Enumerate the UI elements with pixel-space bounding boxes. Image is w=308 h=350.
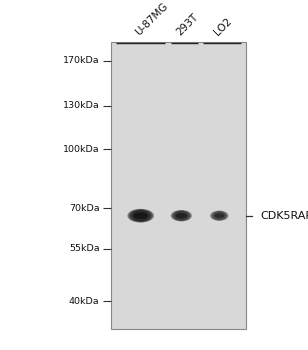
Ellipse shape [210,211,229,221]
Ellipse shape [132,210,149,221]
Ellipse shape [210,211,228,221]
Text: 70kDa: 70kDa [69,204,99,213]
Bar [111,42,246,329]
Ellipse shape [212,211,226,220]
Text: 293T: 293T [174,12,200,38]
Ellipse shape [172,210,191,221]
Ellipse shape [131,210,151,222]
Ellipse shape [173,211,190,221]
Ellipse shape [128,209,154,223]
Ellipse shape [212,211,227,220]
Ellipse shape [171,210,192,222]
Ellipse shape [211,211,227,220]
Ellipse shape [212,211,227,220]
Ellipse shape [214,214,225,218]
Ellipse shape [128,209,153,222]
Ellipse shape [172,210,190,221]
Ellipse shape [130,210,151,222]
Text: 40kDa: 40kDa [69,297,99,306]
Ellipse shape [172,210,191,221]
Ellipse shape [211,211,228,220]
Text: U-87MG: U-87MG [134,1,170,38]
Ellipse shape [213,211,226,220]
Ellipse shape [128,209,153,222]
Ellipse shape [175,213,187,218]
Ellipse shape [131,210,151,222]
Ellipse shape [171,210,192,221]
Ellipse shape [173,211,189,220]
Ellipse shape [129,209,152,222]
Ellipse shape [211,211,228,220]
Ellipse shape [174,211,189,220]
Ellipse shape [131,210,150,222]
Text: 100kDa: 100kDa [63,145,99,154]
Ellipse shape [210,211,229,221]
Text: 55kDa: 55kDa [69,244,99,253]
Ellipse shape [172,210,191,221]
Ellipse shape [127,209,154,223]
Text: 130kDa: 130kDa [63,101,99,110]
Ellipse shape [129,209,152,222]
Ellipse shape [173,211,189,220]
Ellipse shape [172,211,190,221]
Ellipse shape [211,211,228,220]
Ellipse shape [171,210,192,221]
Text: 170kDa: 170kDa [63,56,99,65]
Ellipse shape [129,209,153,222]
Text: LO2: LO2 [212,16,233,38]
Ellipse shape [130,210,152,222]
Text: CDK5RAP3: CDK5RAP3 [260,211,308,221]
Ellipse shape [133,212,148,219]
Ellipse shape [132,210,150,221]
